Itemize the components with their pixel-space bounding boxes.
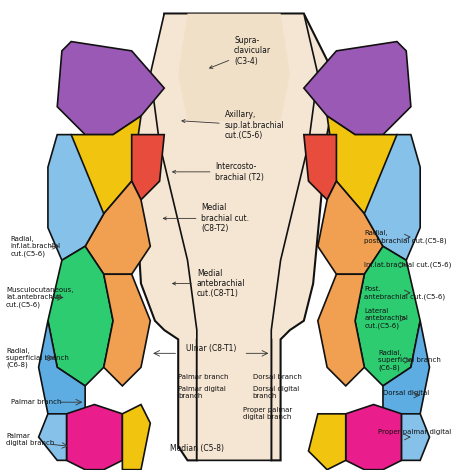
Polygon shape [57, 116, 141, 228]
Polygon shape [178, 14, 290, 121]
Text: Median (C5-8): Median (C5-8) [170, 444, 224, 453]
Text: Medial
antebrachial
cut.(C8-T1): Medial antebrachial cut.(C8-T1) [173, 269, 246, 299]
Text: Lateral
antebrachial
cut.(C5-6): Lateral antebrachial cut.(C5-6) [365, 308, 408, 328]
Text: Palmar digital
branch: Palmar digital branch [178, 386, 226, 400]
Text: Post.
antebrachial cut.(C5-6): Post. antebrachial cut.(C5-6) [365, 286, 446, 300]
Text: Radial,
superficial branch
(C6-8): Radial, superficial branch (C6-8) [378, 350, 441, 371]
Polygon shape [327, 116, 411, 228]
Polygon shape [66, 404, 122, 470]
Text: Inf.lat.brachial cut.(C5-6): Inf.lat.brachial cut.(C5-6) [365, 262, 452, 268]
Polygon shape [401, 414, 429, 460]
Polygon shape [122, 404, 150, 470]
Polygon shape [57, 42, 164, 135]
Text: Proper palmar digital: Proper palmar digital [378, 429, 452, 436]
Text: Axillary,
sup.lat.brachial
cut.(C5-6): Axillary, sup.lat.brachial cut.(C5-6) [182, 110, 284, 140]
Text: Dorsal digital: Dorsal digital [383, 390, 429, 396]
Polygon shape [38, 321, 85, 432]
Polygon shape [346, 404, 401, 470]
Text: Palmar branch: Palmar branch [11, 399, 61, 405]
Polygon shape [150, 14, 318, 460]
Text: Dorsal digital
branch: Dorsal digital branch [253, 386, 299, 400]
Text: Proper palmar
digital branch: Proper palmar digital branch [243, 407, 292, 420]
Text: Palmar branch: Palmar branch [178, 374, 229, 380]
Polygon shape [304, 135, 337, 200]
Text: Radial,
superficial branch
(C6-8): Radial, superficial branch (C6-8) [6, 348, 69, 368]
Polygon shape [104, 274, 150, 386]
Text: Palmar
digital branch: Palmar digital branch [6, 433, 55, 446]
Text: Intercosto-
brachial (T2): Intercosto- brachial (T2) [173, 162, 264, 182]
Polygon shape [132, 14, 337, 460]
Text: Radial,
inf.lat.brachial
cut.(C5-6): Radial, inf.lat.brachial cut.(C5-6) [11, 236, 61, 256]
Polygon shape [132, 135, 164, 200]
Text: Ulnar (C8-T1): Ulnar (C8-T1) [186, 344, 236, 353]
Polygon shape [365, 135, 420, 260]
Polygon shape [318, 181, 383, 274]
Text: Radial,
post.brachial cut.(C5-8): Radial, post.brachial cut.(C5-8) [365, 230, 447, 244]
Text: Dorsal branch: Dorsal branch [253, 374, 301, 380]
Polygon shape [355, 246, 420, 386]
Polygon shape [383, 321, 429, 432]
Polygon shape [38, 414, 66, 460]
Polygon shape [309, 414, 346, 470]
Text: Medial
brachial cut.
(C8-T2): Medial brachial cut. (C8-T2) [164, 203, 249, 233]
Polygon shape [304, 42, 411, 135]
Polygon shape [48, 246, 113, 386]
Polygon shape [318, 274, 365, 386]
Polygon shape [85, 181, 150, 274]
Text: Supra-
clavicular
(C3-4): Supra- clavicular (C3-4) [210, 36, 271, 68]
Polygon shape [48, 135, 104, 260]
Text: Musculocutaneous,
lat.antebrachial
cut.(C5-6): Musculocutaneous, lat.antebrachial cut.(… [6, 287, 73, 308]
